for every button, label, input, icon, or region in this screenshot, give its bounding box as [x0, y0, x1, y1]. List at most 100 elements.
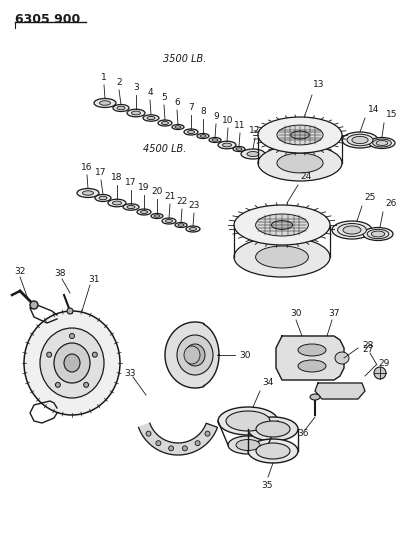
Ellipse shape [108, 199, 126, 207]
Ellipse shape [298, 360, 326, 372]
Circle shape [55, 382, 60, 387]
Ellipse shape [67, 308, 73, 314]
Text: 8: 8 [200, 107, 206, 116]
Ellipse shape [236, 148, 242, 150]
Ellipse shape [123, 204, 139, 210]
Ellipse shape [209, 138, 221, 142]
Ellipse shape [166, 220, 173, 222]
Ellipse shape [184, 129, 198, 135]
Text: 6305 900: 6305 900 [15, 13, 80, 26]
Text: 18: 18 [111, 173, 123, 182]
Ellipse shape [371, 231, 385, 237]
Ellipse shape [117, 106, 125, 110]
Ellipse shape [186, 226, 200, 232]
Ellipse shape [95, 195, 111, 201]
Ellipse shape [185, 344, 205, 366]
Ellipse shape [369, 138, 395, 149]
Text: 31: 31 [88, 274, 100, 284]
Ellipse shape [158, 120, 172, 126]
Text: 30: 30 [290, 310, 302, 319]
Ellipse shape [373, 139, 391, 147]
Text: 32: 32 [14, 266, 26, 276]
Ellipse shape [162, 218, 176, 224]
Text: 36: 36 [297, 429, 309, 438]
Ellipse shape [140, 211, 148, 214]
Ellipse shape [233, 147, 245, 151]
Circle shape [195, 441, 200, 446]
Circle shape [146, 431, 151, 436]
Ellipse shape [255, 246, 308, 268]
Ellipse shape [175, 126, 181, 128]
Ellipse shape [258, 117, 342, 153]
Ellipse shape [256, 443, 290, 459]
Ellipse shape [94, 99, 116, 108]
Text: 4: 4 [147, 88, 153, 97]
Ellipse shape [234, 237, 330, 277]
Text: 17: 17 [125, 178, 137, 187]
Ellipse shape [200, 135, 206, 138]
Ellipse shape [271, 221, 293, 229]
Ellipse shape [310, 394, 320, 400]
Circle shape [169, 446, 174, 451]
Text: 25: 25 [364, 193, 375, 202]
Text: 34: 34 [262, 378, 273, 387]
Text: 1: 1 [101, 73, 107, 82]
Ellipse shape [248, 417, 298, 441]
Ellipse shape [241, 149, 265, 159]
Text: 23: 23 [188, 201, 200, 210]
Ellipse shape [218, 407, 278, 435]
Ellipse shape [247, 151, 259, 157]
Ellipse shape [197, 133, 209, 139]
Text: 14: 14 [368, 105, 379, 114]
Ellipse shape [234, 205, 330, 245]
Text: 35: 35 [261, 481, 273, 490]
Circle shape [47, 352, 52, 357]
Ellipse shape [342, 132, 378, 148]
Ellipse shape [131, 111, 140, 115]
Ellipse shape [113, 104, 129, 111]
Text: 13: 13 [313, 80, 324, 89]
Ellipse shape [298, 344, 326, 356]
Ellipse shape [337, 223, 366, 237]
Ellipse shape [347, 134, 373, 146]
Ellipse shape [127, 109, 145, 117]
Ellipse shape [40, 328, 104, 398]
Text: 19: 19 [138, 183, 150, 192]
Ellipse shape [82, 191, 93, 195]
Polygon shape [139, 423, 217, 455]
Text: 27: 27 [362, 344, 374, 353]
Text: 37: 37 [328, 310, 340, 319]
Ellipse shape [343, 226, 361, 234]
Ellipse shape [30, 301, 38, 309]
Ellipse shape [154, 215, 160, 217]
Ellipse shape [335, 352, 349, 364]
Text: 21: 21 [164, 192, 176, 201]
Text: 7: 7 [188, 103, 194, 112]
Ellipse shape [100, 101, 111, 105]
Ellipse shape [226, 411, 270, 431]
Text: 3500 LB.: 3500 LB. [163, 54, 207, 64]
Polygon shape [315, 383, 365, 399]
Ellipse shape [162, 122, 169, 125]
Text: 38: 38 [54, 269, 66, 278]
Ellipse shape [212, 139, 218, 141]
Ellipse shape [332, 221, 372, 239]
Text: 5: 5 [161, 93, 167, 102]
Circle shape [92, 352, 98, 357]
Text: 10: 10 [222, 116, 234, 125]
Ellipse shape [151, 214, 163, 219]
Ellipse shape [248, 439, 298, 463]
Circle shape [69, 334, 75, 338]
Ellipse shape [137, 209, 151, 215]
Ellipse shape [236, 440, 260, 450]
Ellipse shape [172, 125, 184, 130]
Ellipse shape [255, 214, 308, 236]
Text: 16: 16 [81, 163, 93, 172]
Text: 9: 9 [213, 112, 219, 121]
Ellipse shape [175, 222, 187, 228]
Ellipse shape [113, 201, 122, 205]
Text: 28: 28 [362, 342, 373, 351]
Ellipse shape [64, 354, 80, 372]
Text: 6: 6 [174, 98, 180, 107]
Ellipse shape [258, 145, 342, 181]
